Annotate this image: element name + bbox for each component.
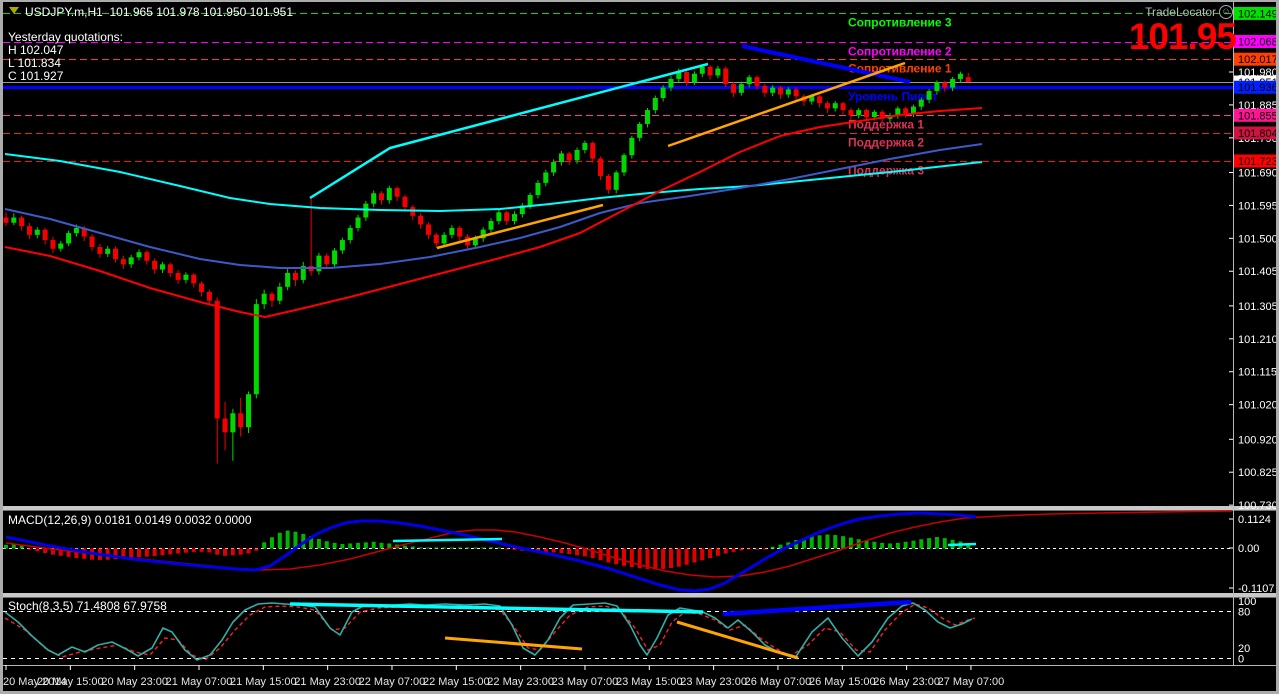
yesterday-low: L 101.834 <box>8 56 61 70</box>
macd-scale-label: -0.1107 <box>1238 583 1275 595</box>
time-tick-label: 20 May 23:00 <box>101 676 168 688</box>
price-marker-101.936: 101.936 <box>1234 80 1279 94</box>
stoch-trendline-orange-1[interactable] <box>444 636 583 651</box>
svg-text:101.723: 101.723 <box>1238 156 1278 168</box>
time-tick-label: 20 May 15:00 <box>37 676 104 688</box>
price-marker-101.723: 101.723 <box>1234 154 1279 168</box>
stoch-scale-label: 0 <box>1238 654 1244 666</box>
stoch-scale-label: 20 <box>1238 643 1250 655</box>
brand-text: TradeLocator <box>1145 5 1216 19</box>
trendline-blue[interactable] <box>741 44 911 84</box>
macd-scale-label: 0.00 <box>1238 543 1259 555</box>
time-tick-label: 21 May 15:00 <box>230 676 297 688</box>
chart-title: USDJPY.m,H1 101.965 101.978 101.950 101.… <box>25 5 293 19</box>
stoch-signal-line <box>4 603 976 661</box>
price-tick-label: 101.210 <box>1238 334 1278 346</box>
svg-text:102.017: 102.017 <box>1238 54 1278 66</box>
stoch-panel <box>3 611 1233 659</box>
panel-splitter-1[interactable] <box>0 506 1279 511</box>
svg-text:102.068: 102.068 <box>1238 37 1278 49</box>
price-tick-label: 101.595 <box>1238 200 1278 212</box>
time-tick-label: 21 May 07:00 <box>166 676 233 688</box>
time-tick-label: 22 May 15:00 <box>423 676 490 688</box>
level-label: Уровень Пивот <box>848 90 938 104</box>
stoch-label: Stoch(8,3,5) 71.4808 67.9758 <box>8 599 167 613</box>
price-marker-102.017: 102.017 <box>1234 52 1279 66</box>
stoch-highlight-cyan[interactable] <box>289 602 704 614</box>
time-tick-label: 22 May 07:00 <box>359 676 426 688</box>
macd-scale-label: 0.1124 <box>1238 514 1271 526</box>
price-marker-101.804: 101.804 <box>1234 126 1279 140</box>
time-tick-label: 23 May 07:00 <box>552 676 619 688</box>
macd-signal-line <box>5 510 1233 578</box>
stoch-scale-label: 80 <box>1238 607 1250 619</box>
symbol-marker-icon[interactable] <box>9 7 19 14</box>
price-marker-101.855: 101.855 <box>1234 108 1279 122</box>
panel-splitter-2[interactable] <box>0 593 1279 598</box>
time-tick-label: 23 May 15:00 <box>616 676 683 688</box>
time-tick-label: 26 May 15:00 <box>809 676 876 688</box>
time-tick-label: 20 May 2014 <box>3 676 67 688</box>
price-tick-label: 101.405 <box>1238 266 1278 278</box>
brand-label: TradeLocator ☺ <box>1145 5 1233 19</box>
price-marker-102.068: 102.068 <box>1234 35 1279 49</box>
yesterday-high: H 102.047 <box>8 43 64 57</box>
price-tick-label: 101.690 <box>1238 167 1278 179</box>
yesterday-heading: Yesterday quotations: <box>8 30 123 44</box>
price-tick-label: 101.115 <box>1238 367 1277 379</box>
svg-text:102.149: 102.149 <box>1238 8 1278 20</box>
chart-title-ohlc: 101.965 101.978 101.950 101.951 <box>109 5 293 19</box>
level-label: Сопротивление 2 <box>848 45 952 59</box>
stoch-main-line <box>4 602 973 661</box>
yesterday-quotes: Yesterday quotations: H 102.047 L 101.83… <box>8 31 123 83</box>
price-tick-label: 101.500 <box>1238 233 1278 245</box>
price-tick-label: 100.730 <box>1238 500 1278 512</box>
trendline-cyan-channel[interactable] <box>309 62 709 200</box>
price-tick-label: 100.825 <box>1238 467 1278 479</box>
stoch-scale-label: 100 <box>1238 596 1256 608</box>
trendline-orange-2[interactable] <box>667 61 906 148</box>
ma-cyan <box>4 153 983 212</box>
trendline-orange-1[interactable] <box>436 203 604 250</box>
time-tick-label: 22 May 23:00 <box>487 676 554 688</box>
chart-title-symbol: USDJPY.m,H1 <box>25 5 103 19</box>
yesterday-close: C 101.927 <box>8 69 64 83</box>
price-marker-102.149: 102.149 <box>1234 6 1279 20</box>
price-tick-label: 101.305 <box>1238 301 1278 313</box>
smiley-icon: ☺ <box>1219 5 1233 19</box>
big-price-watermark: 101.95 <box>1128 16 1237 57</box>
level-label: Поддержка 2 <box>848 136 924 150</box>
macd-cyan-segment[interactable] <box>392 537 503 543</box>
svg-text:101.855: 101.855 <box>1238 110 1278 122</box>
time-tick-label: 23 May 23:00 <box>680 676 747 688</box>
svg-text:101.804: 101.804 <box>1238 128 1278 140</box>
macd-cyan-segment[interactable] <box>947 542 977 547</box>
stoch-highlight-blue[interactable] <box>722 599 912 617</box>
macd-histogram <box>4 530 971 570</box>
price-tick-label: 101.020 <box>1238 400 1278 412</box>
level-label: Поддержка 1 <box>848 118 924 132</box>
candlestick-series <box>3 64 971 464</box>
ma-blue <box>4 143 983 269</box>
time-tick-label: 26 May 23:00 <box>873 676 940 688</box>
time-tick-label: 21 May 23:00 <box>294 676 361 688</box>
price-tick-label: 100.920 <box>1238 434 1278 446</box>
level-label: Сопротивление 1 <box>848 62 952 76</box>
price-levels[interactable]: Сопротивление 3 Сопротивление 2 Сопротивле… <box>3 13 1233 178</box>
time-tick-label: 27 May 07:00 <box>938 676 1005 688</box>
ma-red <box>4 107 983 318</box>
time-tick-label: 26 May 07:00 <box>745 676 812 688</box>
stoch-trendline-orange-2[interactable] <box>676 620 799 660</box>
level-label: Сопротивление 3 <box>848 16 952 30</box>
macd-label: MACD(12,26,9) 0.0181 0.0149 0.0032 0.000… <box>8 513 252 527</box>
svg-text:101.936: 101.936 <box>1238 82 1278 94</box>
macd-main-line <box>5 511 977 593</box>
